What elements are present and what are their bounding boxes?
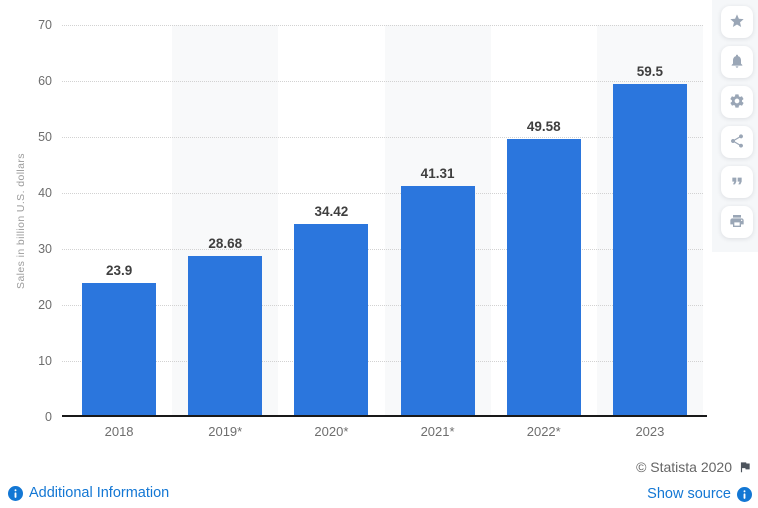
y-axis-tick-label: 20: [38, 298, 52, 312]
share-button[interactable]: [721, 126, 753, 158]
info-icon: [737, 486, 752, 502]
bar-2020*[interactable]: 34.42: [294, 204, 369, 417]
quote-button[interactable]: [721, 166, 753, 198]
y-axis-tick-label: 70: [38, 18, 52, 32]
y-axis-tick-label: 60: [38, 74, 52, 88]
print-icon: [729, 213, 745, 232]
show-source-label: Show source: [647, 486, 731, 502]
gridline: [62, 361, 703, 362]
additional-information-label: Additional Information: [29, 485, 170, 501]
copyright-notice: © Statista 2020: [636, 459, 752, 475]
copyright-label: © Statista 2020: [636, 459, 732, 475]
bar-2018[interactable]: 23.9: [82, 263, 157, 417]
x-axis-category-label: 2023: [635, 424, 665, 439]
gridline: [62, 305, 703, 306]
gridline: [62, 193, 703, 194]
star-icon: [729, 13, 745, 32]
gridline: [62, 249, 703, 250]
gridline: [62, 25, 703, 26]
gridline: [62, 81, 703, 82]
x-axis-category-label: 2018: [104, 424, 134, 439]
bar-2022*[interactable]: 49.58: [506, 119, 581, 417]
info-icon: [8, 485, 23, 501]
y-axis-tick-label: 0: [45, 410, 52, 424]
y-axis-title: Sales in billion U.S. dollars: [15, 153, 27, 289]
bar-value-label: 28.68: [208, 236, 243, 252]
y-axis-tick-label: 10: [38, 354, 52, 368]
x-axis-category-label: 2022*: [526, 424, 561, 439]
bell-button[interactable]: [721, 46, 753, 78]
x-axis-line: [62, 415, 707, 417]
y-axis-tick-label: 30: [38, 242, 52, 256]
bell-icon: [729, 53, 745, 72]
side-toolbar: [712, 0, 758, 252]
gear-icon: [729, 93, 745, 112]
bar-value-label: 49.58: [526, 119, 561, 135]
star-button[interactable]: [721, 6, 753, 38]
flag-icon[interactable]: [738, 460, 752, 474]
gear-button[interactable]: [721, 86, 753, 118]
x-axis-category-label: 2021*: [420, 424, 455, 439]
show-source-link[interactable]: Show source: [647, 486, 752, 502]
x-axis-category-label: 2020*: [314, 424, 349, 439]
quote-icon: [729, 173, 745, 192]
y-axis-tick-label: 40: [38, 186, 52, 200]
bar-2023[interactable]: 59.5: [612, 64, 687, 417]
bar-value-label: 59.5: [636, 63, 664, 79]
additional-information-link[interactable]: Additional Information: [8, 485, 169, 501]
x-axis-category-label: 2019*: [208, 424, 243, 439]
bar-2021*[interactable]: 41.31: [400, 166, 475, 417]
y-axis-tick-label: 50: [38, 130, 52, 144]
gridline: [62, 137, 703, 138]
bar-value-label: 41.31: [420, 165, 455, 181]
bar-value-label: 23.9: [105, 263, 133, 279]
bar-value-label: 34.42: [314, 204, 349, 220]
bar-2019*[interactable]: 28.68: [188, 236, 263, 417]
print-button[interactable]: [721, 206, 753, 238]
share-icon: [729, 133, 745, 152]
